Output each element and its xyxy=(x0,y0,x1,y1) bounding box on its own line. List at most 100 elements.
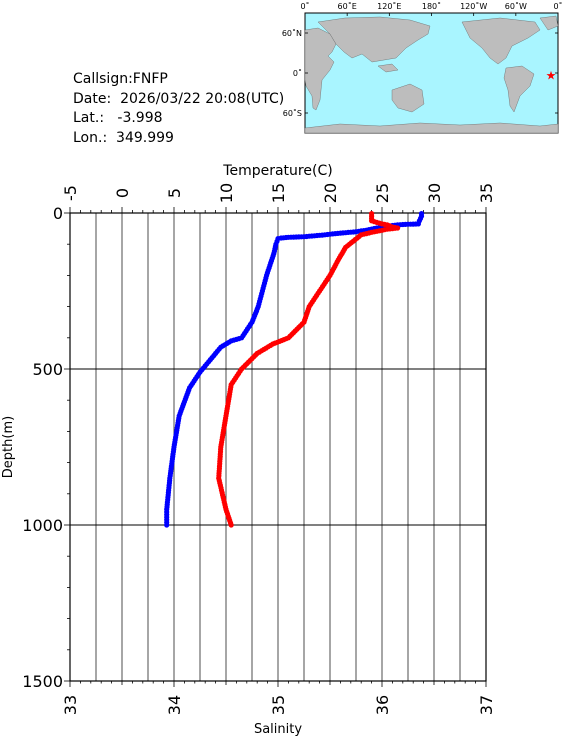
temperature-data-point xyxy=(231,337,237,343)
temperature-data-point xyxy=(263,275,269,281)
temperature-data-point xyxy=(165,494,171,500)
temperature-data-point xyxy=(174,425,180,431)
salinity-data-point xyxy=(322,279,329,285)
temperature-data-point xyxy=(172,437,178,443)
temperature-data-point xyxy=(176,413,182,419)
map-lon-label: 120˚E xyxy=(377,1,401,11)
salinity-data-point xyxy=(226,396,232,402)
salinity-data-point xyxy=(216,475,222,481)
temperature-data-point xyxy=(327,231,333,237)
salinity-data-point xyxy=(369,215,375,222)
salinity-data-point xyxy=(358,232,364,238)
salinity-data-point xyxy=(305,306,312,312)
depth-tick-label: 1000 xyxy=(22,516,63,535)
temperature-data-point xyxy=(181,399,187,405)
temperature-data-point xyxy=(298,234,304,240)
temperature-data-point xyxy=(175,422,181,428)
salinity-data-point xyxy=(283,336,289,342)
temperature-data-point xyxy=(382,224,388,230)
series-layer xyxy=(164,211,425,528)
salinity-data-point xyxy=(216,468,222,474)
temperature-data-point xyxy=(288,234,294,240)
salinity-data-point xyxy=(276,338,283,344)
salinity-data-point xyxy=(217,456,223,462)
temperature-tick-label: 30 xyxy=(425,183,444,203)
salinity-data-point xyxy=(333,261,339,267)
temperature-data-point xyxy=(252,312,258,319)
station-info: Callsign:FNFP Date: 2026/03/22 20:08(UTC… xyxy=(73,70,284,148)
temperature-data-point xyxy=(264,272,270,278)
temperature-data-point xyxy=(410,221,416,227)
salinity-data-point xyxy=(272,340,278,346)
temperature-data-point xyxy=(222,342,228,348)
temperature-data-point xyxy=(264,270,270,276)
temperature-tick-label: 20 xyxy=(321,183,340,203)
salinity-data-point xyxy=(325,275,332,281)
temperature-data-point xyxy=(268,260,274,266)
temperature-data-point xyxy=(363,227,369,233)
temperature-data-point xyxy=(389,222,395,229)
salinity-data-point xyxy=(356,233,362,239)
temperature-data-point xyxy=(301,234,307,240)
salinity-data-point xyxy=(216,466,222,472)
salinity-data-point xyxy=(387,223,393,229)
temperature-data-point xyxy=(274,238,280,244)
salinity-data-point xyxy=(227,520,234,526)
salinity-data-point xyxy=(228,522,234,528)
salinity-data-point xyxy=(217,482,223,488)
temperature-data-point xyxy=(167,473,173,479)
salinity-data-point xyxy=(254,350,260,356)
temperature-data-point xyxy=(206,359,212,365)
temperature-data-point xyxy=(228,338,234,344)
salinity-data-point xyxy=(218,442,224,448)
salinity-data-point xyxy=(228,382,234,388)
salinity-data-point xyxy=(297,323,304,329)
temperature-tick-label: 15 xyxy=(269,183,288,203)
temperature-data-point xyxy=(266,265,272,271)
salinity-data-point xyxy=(339,251,345,257)
salinity-data-point xyxy=(312,295,318,301)
temperature-data-point xyxy=(417,215,424,222)
salinity-data-point xyxy=(265,344,271,350)
temperature-data-point xyxy=(253,310,259,316)
temperature-data-point xyxy=(416,218,422,224)
salinity-data-point xyxy=(233,375,239,381)
temperature-data-point xyxy=(413,221,419,227)
salinity-data-point xyxy=(221,499,227,505)
salinity-data-point xyxy=(321,281,327,287)
temperature-data-point xyxy=(283,234,289,241)
salinity-data-point xyxy=(338,253,344,259)
temperature-data-point xyxy=(244,326,251,332)
salinity-data-point xyxy=(334,259,340,265)
salinity-data-point xyxy=(376,220,382,226)
temperature-data-point xyxy=(243,328,249,334)
temperature-data-point xyxy=(164,504,170,510)
temperature-data-point xyxy=(408,221,414,227)
temperature-data-point xyxy=(173,432,179,438)
temperature-data-point xyxy=(395,222,401,228)
salinity-data-point xyxy=(222,504,228,510)
temperature-data-point xyxy=(384,223,390,229)
salinity-data-point xyxy=(348,240,354,246)
temperature-data-point xyxy=(216,346,222,352)
station-marker: ★ xyxy=(546,69,557,83)
salinity-data-point xyxy=(228,384,234,390)
temperature-data-point xyxy=(249,319,255,325)
salinity-data-point xyxy=(382,221,388,227)
salinity-data-point xyxy=(227,517,233,524)
salinity-data-point xyxy=(223,415,229,421)
temperature-data-point xyxy=(418,213,425,219)
temperature-data-point xyxy=(267,262,273,268)
salinity-tick-label: 34 xyxy=(165,695,184,715)
temperature-data-point xyxy=(178,408,184,414)
temperature-data-point xyxy=(400,221,406,228)
map-lat-label: 0˚ xyxy=(293,68,302,78)
salinity-data-point xyxy=(226,515,232,521)
salinity-data-point xyxy=(219,439,225,445)
temperature-data-point xyxy=(265,267,271,273)
temperature-data-point xyxy=(293,234,299,240)
salinity-tick-labels: 33 34 35 36 37 xyxy=(61,695,496,715)
temperature-data-point xyxy=(171,444,177,450)
salinity-data-point xyxy=(328,270,334,276)
temperature-data-point xyxy=(174,427,180,433)
